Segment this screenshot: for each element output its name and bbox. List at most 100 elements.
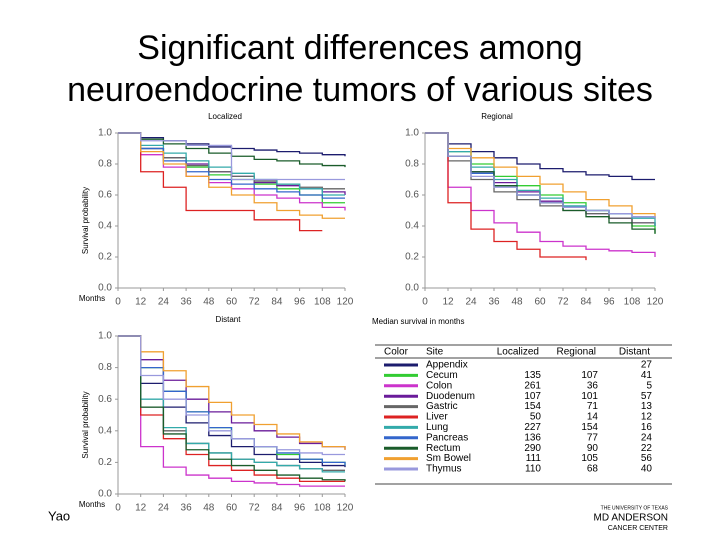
x-tick-label: 36 bbox=[181, 297, 193, 308]
x-tick-label: 108 bbox=[314, 297, 331, 308]
x-tick-label: 72 bbox=[557, 297, 569, 308]
median-value: 101 bbox=[581, 391, 598, 402]
survival-curve bbox=[118, 335, 345, 487]
site-name: Gastric bbox=[426, 401, 458, 412]
site-name: Appendix bbox=[426, 360, 468, 371]
median-value: 36 bbox=[587, 380, 599, 391]
x-tick-label: 12 bbox=[135, 297, 147, 308]
median-value: 12 bbox=[641, 412, 653, 423]
y-tick-label: 0.2 bbox=[405, 252, 419, 263]
x-tick-label: 108 bbox=[314, 503, 331, 514]
y-tick-label: 0.6 bbox=[98, 190, 112, 201]
column-header: Regional bbox=[557, 347, 596, 358]
survival-curve bbox=[425, 132, 655, 181]
chart-title: Regional bbox=[481, 112, 513, 121]
median-value: 290 bbox=[524, 443, 541, 454]
logo-line: CANCER CENTER bbox=[608, 525, 668, 532]
x-tick-label: 12 bbox=[442, 297, 454, 308]
site-name: Thymus bbox=[426, 464, 462, 475]
median-value: 27 bbox=[641, 360, 653, 371]
median-value: 22 bbox=[641, 443, 653, 454]
median-value: 5 bbox=[646, 380, 652, 391]
x-tick-label: 0 bbox=[115, 503, 121, 514]
survival-curve bbox=[118, 132, 345, 219]
x-tick-label: 60 bbox=[226, 503, 238, 514]
x-tick-label: 48 bbox=[511, 297, 523, 308]
site-name: Cecum bbox=[426, 370, 458, 381]
x-tick-label: 72 bbox=[249, 297, 261, 308]
x-tick-label: 48 bbox=[203, 503, 215, 514]
y-tick-label: 0.8 bbox=[98, 159, 112, 170]
median-value: 68 bbox=[587, 464, 599, 475]
median-value: 227 bbox=[524, 422, 541, 433]
median-value: 261 bbox=[524, 380, 541, 391]
y-tick-label: 0.2 bbox=[98, 457, 112, 468]
slide-title: Significant differences among bbox=[137, 29, 582, 67]
y-tick-label: 0.4 bbox=[98, 425, 112, 436]
median-value: 57 bbox=[641, 391, 653, 402]
x-tick-label: 84 bbox=[580, 297, 592, 308]
x-tick-label: 36 bbox=[488, 297, 500, 308]
median-value: 90 bbox=[587, 443, 599, 454]
y-tick-label: 0.0 bbox=[405, 283, 419, 294]
site-name: Pancreas bbox=[426, 432, 468, 443]
x-tick-label: 24 bbox=[158, 503, 170, 514]
survival-curve bbox=[425, 132, 587, 261]
chart-title: Localized bbox=[208, 112, 242, 121]
survival-curve bbox=[425, 132, 656, 257]
y-tick-label: 0.8 bbox=[405, 159, 419, 170]
median-value: 135 bbox=[524, 370, 541, 381]
survival-curve bbox=[118, 335, 346, 468]
median-value: 107 bbox=[581, 370, 598, 381]
median-value: 154 bbox=[524, 401, 541, 412]
site-name: Colon bbox=[426, 380, 452, 391]
x-tick-label: 0 bbox=[115, 297, 121, 308]
survival-curve bbox=[118, 132, 323, 232]
y-tick-label: 0.8 bbox=[98, 362, 112, 373]
x-tick-label: 0 bbox=[422, 297, 428, 308]
median-value: 13 bbox=[641, 401, 653, 412]
logo-line: MD ANDERSON bbox=[594, 513, 668, 524]
x-tick-label: 96 bbox=[294, 503, 306, 514]
x-tick-label: 96 bbox=[294, 297, 306, 308]
y-tick-label: 0.2 bbox=[98, 252, 112, 263]
median-value: 24 bbox=[641, 432, 653, 443]
survival-curve bbox=[118, 132, 345, 181]
site-name: Lung bbox=[426, 422, 448, 433]
y-tick-label: 1.0 bbox=[98, 331, 112, 342]
median-value: 107 bbox=[524, 391, 541, 402]
table-caption: Median survival in months bbox=[372, 317, 464, 326]
column-header: Color bbox=[384, 347, 409, 358]
chart-title: Distant bbox=[216, 315, 242, 324]
median-value: 41 bbox=[641, 370, 653, 381]
y-tick-label: 0.0 bbox=[98, 489, 112, 500]
x-tick-label: 24 bbox=[158, 297, 170, 308]
x-tick-label: 84 bbox=[271, 297, 283, 308]
site-name: Sm Bowel bbox=[426, 453, 471, 464]
x-tick-label: 48 bbox=[203, 297, 215, 308]
median-value: 105 bbox=[581, 453, 598, 464]
logo-line: THE UNIVERSITY OF TEXAS bbox=[601, 505, 669, 511]
median-value: 56 bbox=[641, 453, 653, 464]
median-value: 77 bbox=[587, 432, 599, 443]
median-value: 154 bbox=[581, 422, 598, 433]
median-value: 111 bbox=[526, 453, 542, 464]
slide-title: neuroendocrine tumors of various sites bbox=[67, 71, 653, 109]
median-value: 71 bbox=[587, 401, 599, 412]
survival-curve bbox=[118, 335, 346, 450]
x-tick-label: 60 bbox=[226, 297, 238, 308]
y-tick-label: 1.0 bbox=[405, 128, 419, 139]
x-tick-label: 120 bbox=[647, 297, 664, 308]
x-tick-label: 36 bbox=[181, 503, 193, 514]
x-tick-label: 72 bbox=[249, 503, 261, 514]
x-axis-label: Months bbox=[79, 294, 105, 303]
x-tick-label: 24 bbox=[465, 297, 477, 308]
site-name: Duodenum bbox=[426, 391, 475, 402]
y-axis-label: Survival probability bbox=[81, 391, 90, 458]
y-tick-label: 0.6 bbox=[405, 190, 419, 201]
column-header: Localized bbox=[497, 347, 539, 358]
x-axis-label: Months bbox=[79, 500, 105, 509]
survival-curve bbox=[118, 335, 346, 482]
y-tick-label: 0.4 bbox=[405, 221, 419, 232]
